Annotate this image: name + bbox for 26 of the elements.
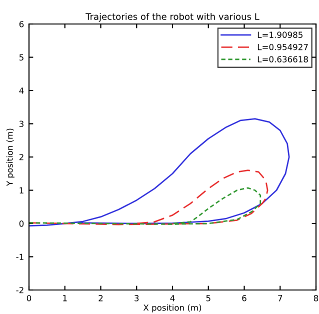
line-series xyxy=(29,118,290,227)
x-tick-label: 1 xyxy=(63,295,67,302)
y-tick-label: -2 xyxy=(16,286,24,294)
x-axis-title: X position (m) xyxy=(143,304,202,312)
y-tick-label: 3 xyxy=(19,120,24,128)
legend-label: L=1.90985 xyxy=(258,32,302,38)
legend-label: L=0.954927 xyxy=(258,44,308,50)
y-tick-label: 0 xyxy=(19,220,24,227)
y-tick-label: 1 xyxy=(20,187,24,194)
y-tick-label: 5 xyxy=(19,54,24,61)
x-tick-label: 6 xyxy=(242,295,246,302)
x-tick-label: 5 xyxy=(206,295,210,302)
y-tick-label: 4 xyxy=(19,88,24,94)
x-tick-label: 3 xyxy=(134,295,139,302)
legend-label: L=0.636618 xyxy=(258,56,308,62)
x-tick-label: 0 xyxy=(26,295,32,302)
x-tick-label: 7 xyxy=(278,295,282,302)
y-tick-label: -1 xyxy=(16,254,24,260)
x-tick-label: 8 xyxy=(314,295,318,302)
y-tick-label: 6 xyxy=(19,20,24,28)
y-tick-label: 2 xyxy=(19,154,24,160)
x-tick-label: 2 xyxy=(98,295,103,302)
line-series xyxy=(29,187,262,225)
y-axis-title: Y position (m) xyxy=(6,128,14,186)
x-tick-label: 4 xyxy=(170,295,175,302)
chart-title: Trajectories of the robot with various L xyxy=(86,12,260,22)
